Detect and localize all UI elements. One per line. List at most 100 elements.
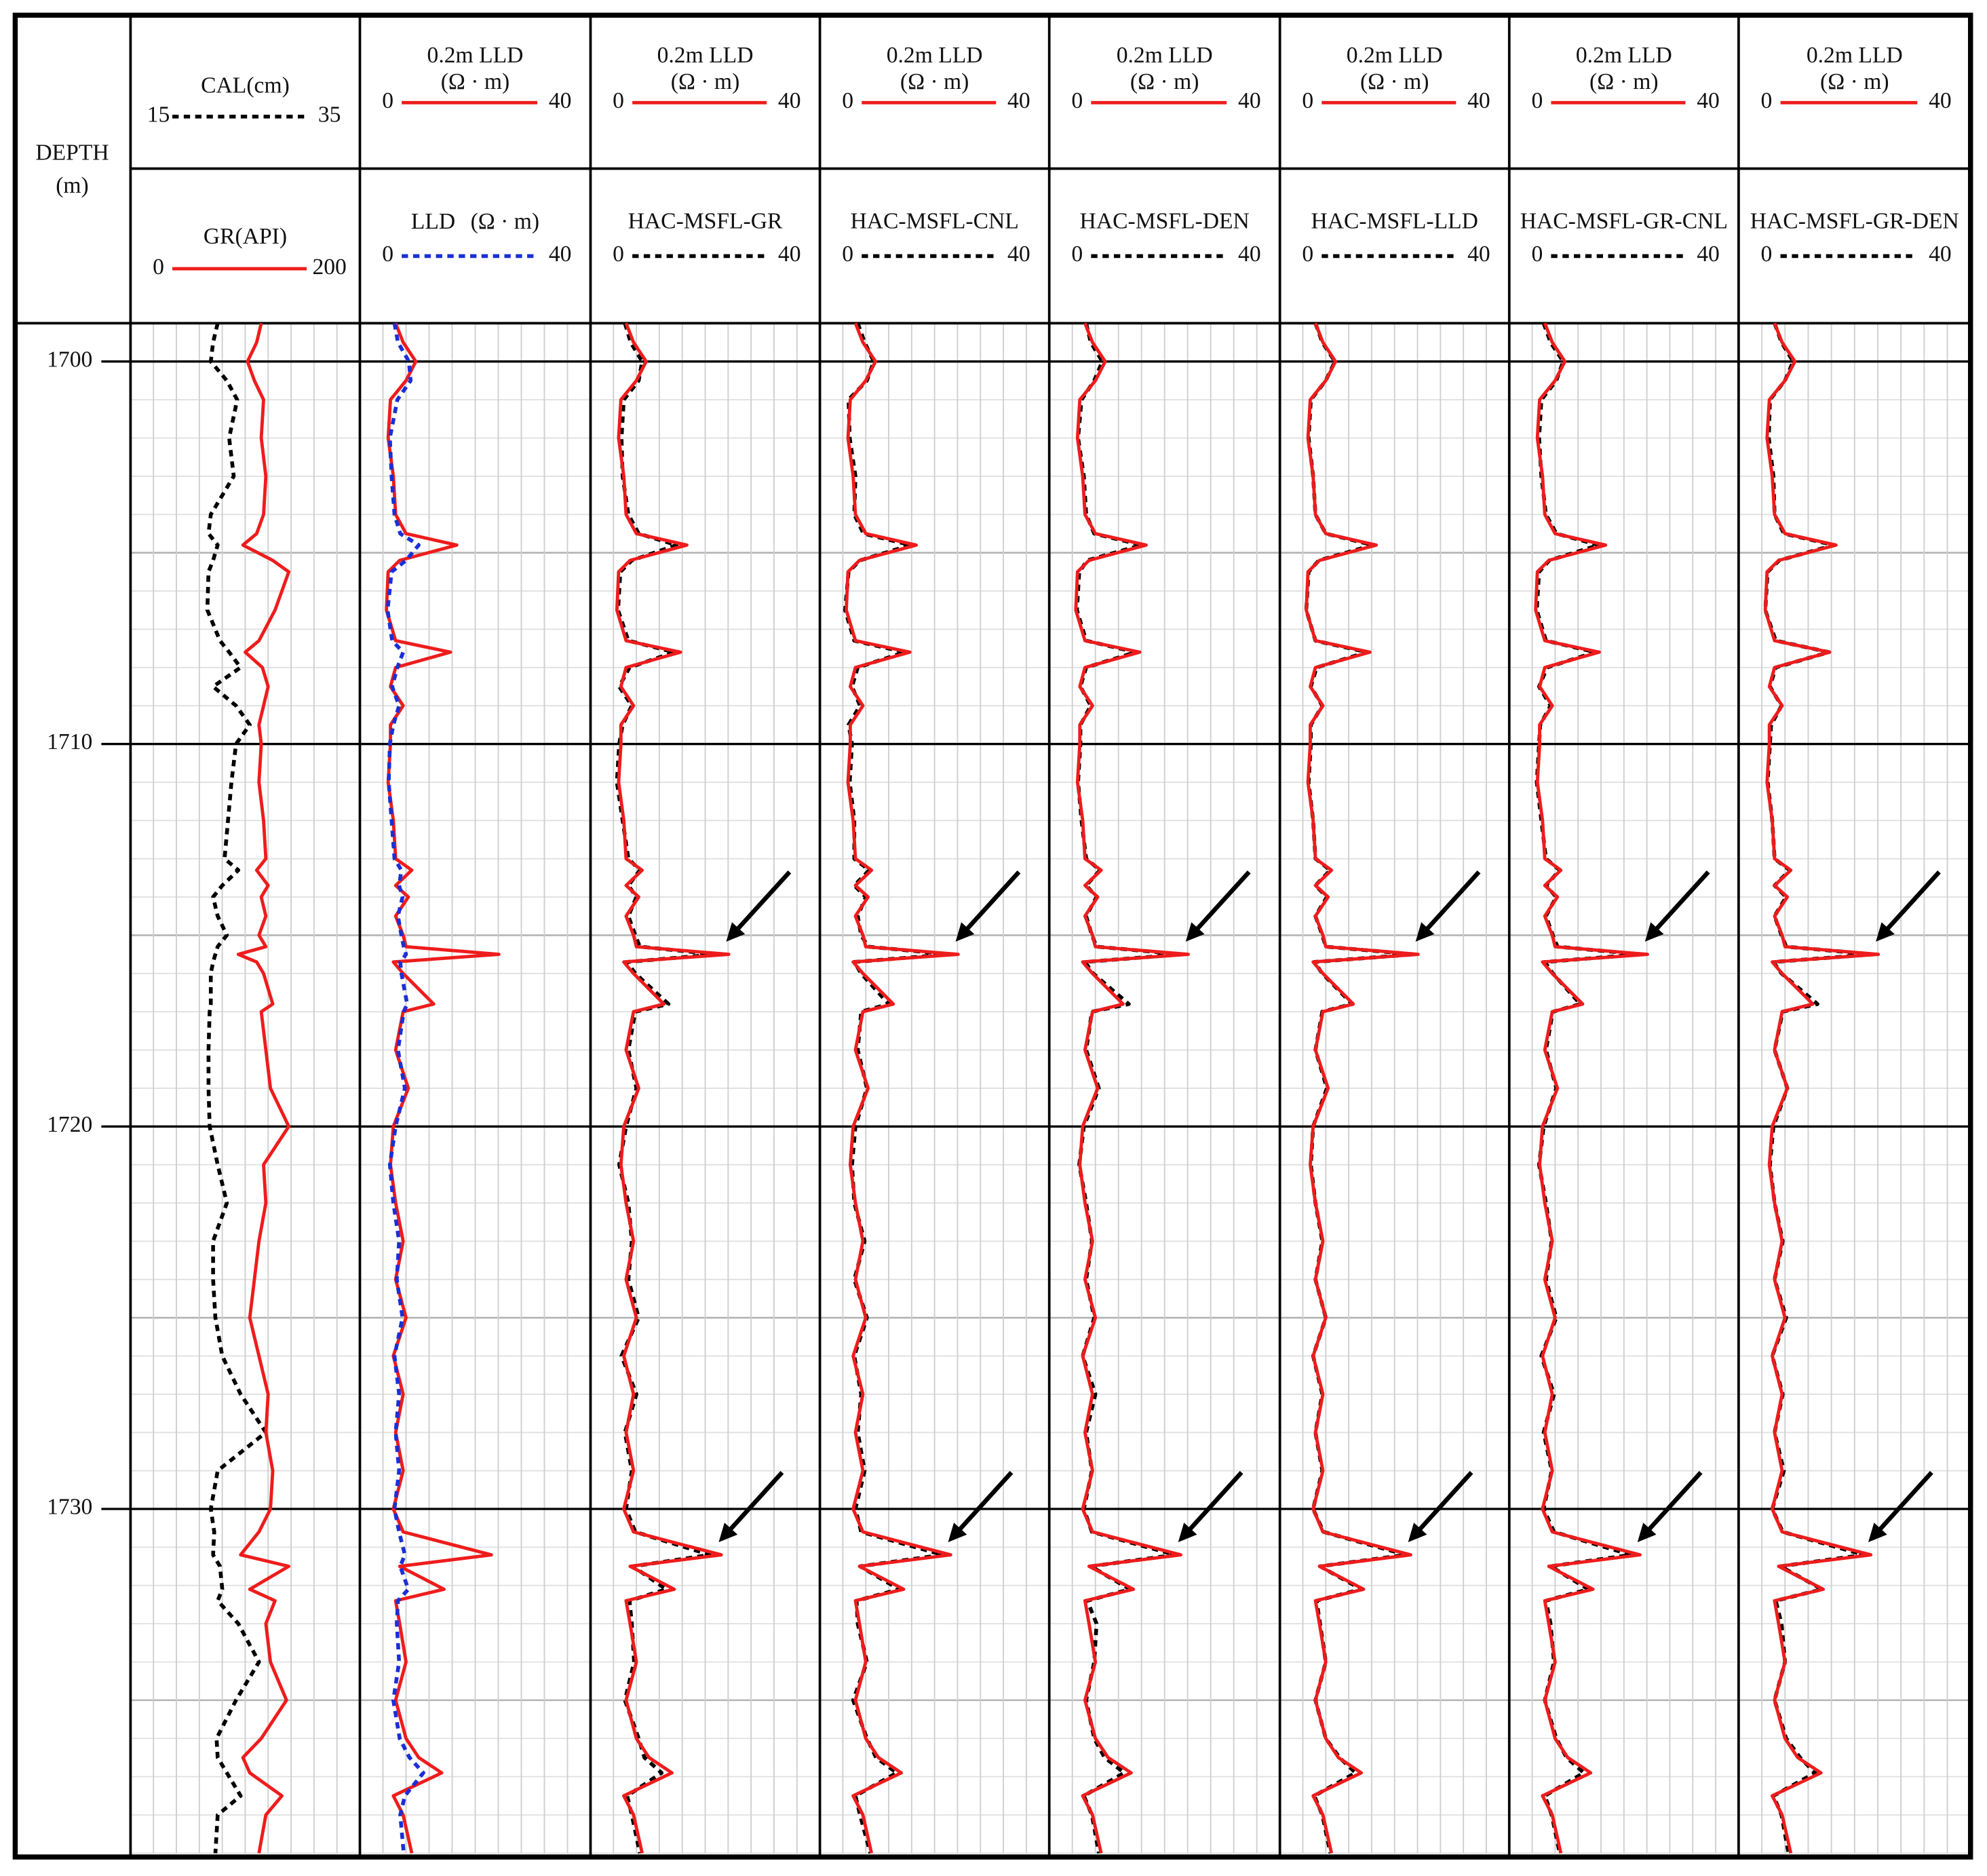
log-curve bbox=[1074, 322, 1190, 1854]
curve-unit: (Ω · m) bbox=[900, 69, 969, 94]
arrow-head bbox=[948, 1523, 967, 1542]
curve-unit: (Ω · m) bbox=[471, 209, 540, 234]
log-curve bbox=[385, 322, 501, 1854]
arrow-head bbox=[1868, 1523, 1887, 1542]
arrow-shaft bbox=[731, 870, 792, 936]
scale-max: 40 bbox=[1467, 88, 1490, 113]
curve-name: 0.2m LLD bbox=[1807, 43, 1903, 68]
arrow-head bbox=[1644, 922, 1664, 942]
scale-min: 0 bbox=[1071, 242, 1083, 267]
arrow-shaft bbox=[1880, 870, 1941, 936]
curve-name: GR(API) bbox=[204, 224, 287, 249]
log-curve bbox=[236, 322, 291, 1854]
curve-unit: (Ω · m) bbox=[671, 69, 740, 94]
curve-unit: (Ω · m) bbox=[1820, 69, 1889, 94]
arrow-head bbox=[1408, 1523, 1427, 1542]
curve-name: HAC-MSFL-GR-CNL bbox=[1520, 209, 1728, 234]
scale-min: 0 bbox=[382, 88, 393, 113]
arrow-shaft bbox=[961, 870, 1021, 936]
curve-name: HAC-MSFL-LLD bbox=[1311, 209, 1478, 234]
arrow-shaft bbox=[1413, 1471, 1473, 1537]
scale-min: 0 bbox=[1531, 88, 1543, 113]
scale-min: 0 bbox=[842, 88, 853, 113]
scale-min: 0 bbox=[153, 254, 164, 280]
curve-name: HAC-MSFL-CNL bbox=[850, 209, 1018, 234]
curve-unit: (Ω · m) bbox=[1130, 69, 1199, 94]
scale-max: 40 bbox=[1697, 242, 1720, 267]
scale-max: 200 bbox=[312, 254, 346, 280]
scale-max: 35 bbox=[318, 102, 341, 128]
log-curve bbox=[615, 322, 731, 1854]
scale-min: 0 bbox=[1302, 242, 1313, 267]
arrow-shaft bbox=[1191, 870, 1251, 936]
curve-name: 0.2m LLD bbox=[657, 43, 754, 68]
scale-max: 40 bbox=[549, 88, 572, 113]
scale-max: 40 bbox=[549, 242, 572, 267]
scale-max: 40 bbox=[1238, 88, 1261, 113]
log-curve bbox=[845, 322, 960, 1854]
scale-max: 40 bbox=[1238, 242, 1261, 267]
arrow-shaft bbox=[1421, 870, 1481, 936]
depth-tick-label: 1720 bbox=[47, 1112, 92, 1137]
curve-name: 0.2m LLD bbox=[1576, 43, 1672, 68]
depth-tick-label: 1700 bbox=[47, 347, 92, 372]
arrow-head bbox=[1185, 922, 1205, 942]
curve-unit: (Ω · m) bbox=[441, 69, 510, 94]
scale-max: 40 bbox=[778, 88, 801, 113]
arrow-shaft bbox=[953, 1471, 1014, 1537]
arrow-head bbox=[1876, 922, 1895, 942]
scale-max: 40 bbox=[1929, 88, 1952, 113]
curve-unit: (Ω · m) bbox=[1589, 69, 1659, 94]
arrow-head bbox=[1178, 1523, 1197, 1542]
arrow-shaft bbox=[724, 1471, 784, 1537]
scale-max: 40 bbox=[1697, 88, 1720, 113]
log-curve bbox=[205, 322, 268, 1854]
scale-max: 40 bbox=[778, 242, 801, 267]
arrow-head bbox=[1637, 1523, 1657, 1542]
arrow-shaft bbox=[1873, 1471, 1933, 1537]
log-curve bbox=[385, 322, 425, 1854]
curve-name-text: LLD bbox=[411, 209, 455, 234]
arrow-head bbox=[1415, 922, 1435, 942]
scale-min: 0 bbox=[382, 242, 393, 267]
arrow-head bbox=[718, 1523, 738, 1542]
log-curve bbox=[1534, 322, 1649, 1854]
scale-min: 0 bbox=[613, 88, 624, 113]
scale-min: 15 bbox=[147, 102, 170, 128]
arrow-shaft bbox=[1642, 1471, 1703, 1537]
curve-name: LLD (Ω · m) bbox=[411, 209, 539, 234]
scale-min: 0 bbox=[1761, 88, 1773, 113]
scale-min: 0 bbox=[1531, 242, 1543, 267]
scale-max: 40 bbox=[1467, 242, 1490, 267]
depth-tick-label: 1710 bbox=[47, 729, 92, 754]
curve-name: 0.2m LLD bbox=[887, 43, 983, 68]
curve-name: HAC-MSFL-GR-DEN bbox=[1750, 209, 1959, 234]
scale-max: 40 bbox=[1007, 88, 1030, 113]
curve-name: CAL(cm) bbox=[201, 73, 290, 98]
scale-min: 0 bbox=[842, 242, 853, 267]
arrow-shaft bbox=[1650, 870, 1710, 936]
arrow-head bbox=[726, 922, 746, 942]
log-curve bbox=[1763, 322, 1880, 1854]
scale-max: 40 bbox=[1007, 242, 1030, 267]
curve-name: 0.2m LLD bbox=[1347, 43, 1443, 68]
curve-name: HAC-MSFL-GR bbox=[628, 209, 783, 234]
arrow-head bbox=[955, 922, 975, 942]
depth-tick-label: 1730 bbox=[47, 1495, 92, 1520]
depth-unit: (m) bbox=[56, 173, 89, 198]
scale-min: 0 bbox=[1071, 88, 1083, 113]
depth-title: DEPTH bbox=[35, 140, 109, 166]
scale-max: 40 bbox=[1929, 242, 1952, 267]
curve-name: HAC-MSFL-DEN bbox=[1080, 209, 1250, 234]
log-curve bbox=[1305, 322, 1420, 1854]
arrow-shaft bbox=[1183, 1471, 1243, 1537]
curve-name: 0.2m LLD bbox=[1117, 43, 1213, 68]
scale-min: 0 bbox=[613, 242, 624, 267]
scale-min: 0 bbox=[1761, 242, 1773, 267]
curve-unit: (Ω · m) bbox=[1360, 69, 1429, 94]
curve-name: 0.2m LLD bbox=[427, 43, 524, 68]
outer-border bbox=[12, 12, 1973, 1860]
